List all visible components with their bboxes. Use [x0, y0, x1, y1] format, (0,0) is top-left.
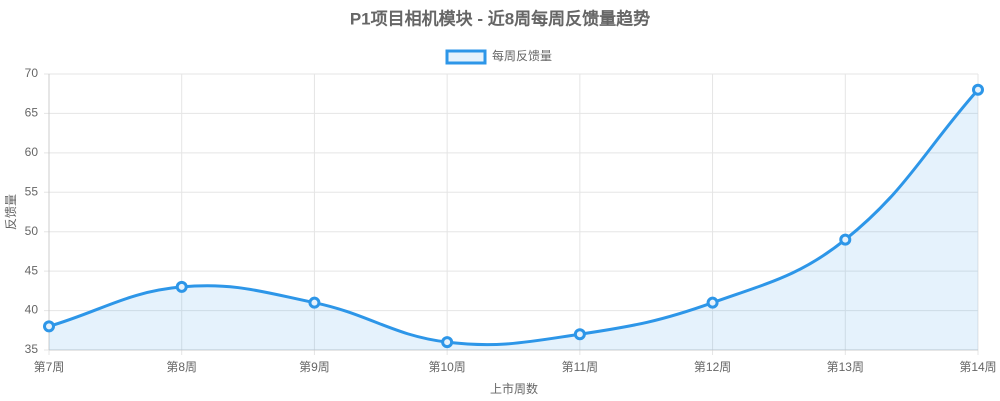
y-tick-label: 50	[25, 224, 39, 238]
x-tick-label: 第12周	[694, 360, 731, 374]
y-tick-label: 65	[25, 106, 39, 120]
legend-swatch	[445, 49, 487, 65]
x-tick-label: 第9周	[299, 360, 330, 374]
area	[49, 89, 978, 351]
y-tick-label: 70	[25, 66, 39, 80]
x-tick-label: 第10周	[428, 360, 465, 374]
point	[706, 296, 719, 309]
y-tick-label: 55	[25, 184, 39, 198]
point	[441, 336, 454, 349]
point	[573, 328, 586, 341]
y-axis-title: 反馈量	[4, 194, 18, 230]
x-tick-label: 第11周	[562, 360, 598, 374]
point	[308, 296, 321, 309]
y-tick-label: 35	[25, 342, 39, 356]
point	[175, 280, 188, 293]
y-tick-label: 45	[25, 263, 39, 277]
point	[972, 83, 984, 96]
y-tick-label: 40	[25, 303, 39, 317]
point	[43, 320, 55, 333]
chart-title: P1项目相机模块 - 近8周每周反馈量趋势	[350, 8, 650, 28]
point	[839, 233, 852, 246]
x-tick-label: 第8周	[166, 360, 197, 374]
x-axis-title: 上市周数	[490, 381, 538, 396]
x-tick-label: 第14周	[959, 360, 996, 374]
legend-label: 每周反馈量	[492, 48, 552, 63]
y-tick-label: 60	[25, 145, 39, 159]
x-tick-label: 第7周	[34, 360, 65, 374]
x-tick-label: 第13周	[827, 360, 864, 374]
